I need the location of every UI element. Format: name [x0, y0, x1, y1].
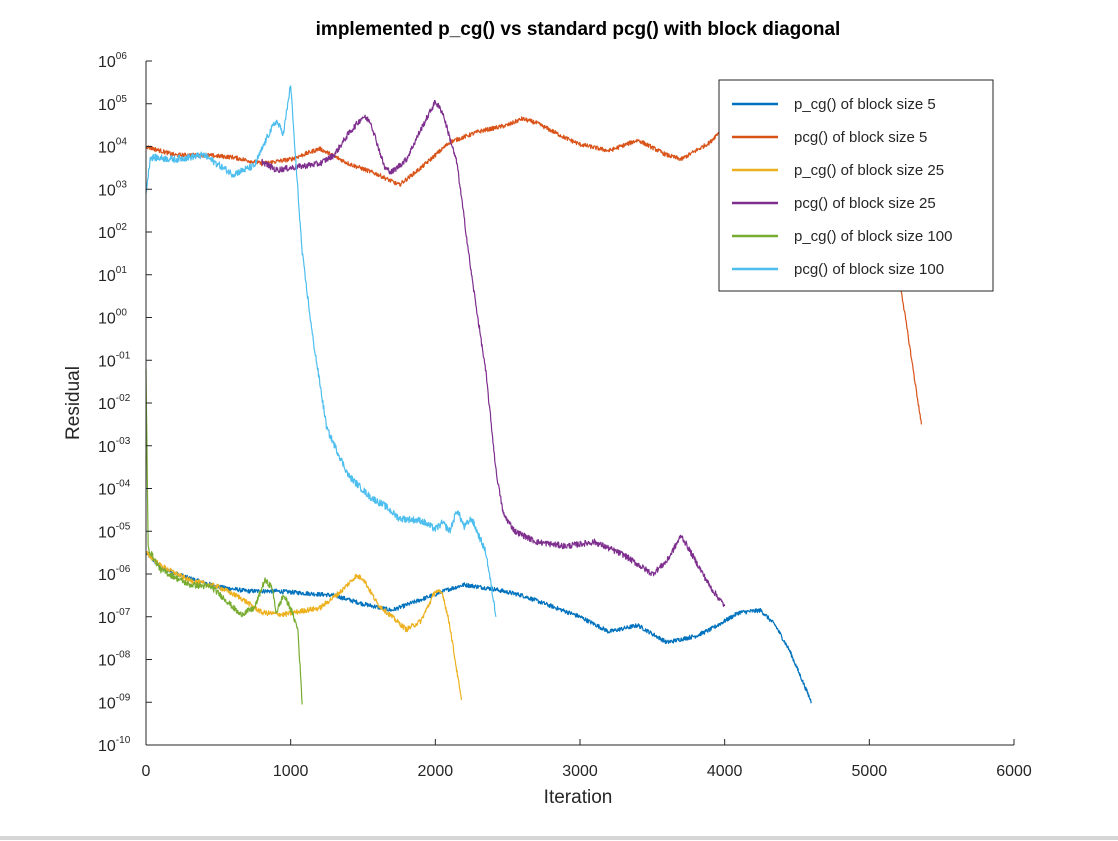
y-tick-label: 10-01 — [98, 350, 131, 370]
y-tick-label: 10-05 — [98, 521, 131, 541]
y-ticks: 10-10 10-09 10-08 10-07 10-06 10-05 10-04 10-03… — [98, 51, 152, 755]
y-tick-label: 1006 — [98, 51, 127, 71]
legend: p_cg() of block size 5 pcg() of block siz… — [718, 79, 994, 292]
y-tick-label: 10-04 — [98, 479, 131, 499]
window-bottom-edge — [0, 836, 1118, 840]
legend-label: pcg() of block size 100 — [794, 261, 944, 278]
x-tick-label: 1000 — [273, 763, 309, 780]
legend-label: p_cg() of block size 100 — [794, 228, 952, 245]
x-tick-label: 5000 — [852, 763, 888, 780]
series-line-5 — [145, 368, 303, 705]
legend-label: pcg() of block size 25 — [794, 195, 936, 212]
y-tick-label: 10-02 — [98, 393, 131, 413]
y-tick-label: 10-07 — [98, 607, 131, 627]
series-layer — [145, 85, 922, 705]
y-tick-label: 10-06 — [98, 564, 131, 584]
series-line-1 — [145, 551, 812, 704]
x-tick-label: 3000 — [562, 763, 598, 780]
x-tick-label: 2000 — [418, 763, 454, 780]
y-tick-label: 1000 — [98, 308, 127, 328]
x-ticks: 0 1000 2000 3000 4000 5000 6000 — [142, 739, 1032, 780]
y-tick-label: 1003 — [98, 179, 127, 199]
y-tick-label: 10-03 — [98, 436, 131, 456]
y-tick-label: 1001 — [98, 265, 127, 285]
series-line-6 — [145, 85, 497, 618]
x-tick-label: 6000 — [996, 763, 1032, 780]
y-tick-label: 10-08 — [98, 650, 131, 670]
y-tick-label: 1004 — [98, 137, 127, 157]
x-tick-label: 4000 — [707, 763, 743, 780]
series-line-4 — [261, 99, 726, 607]
legend-label: p_cg() of block size 5 — [794, 96, 936, 113]
x-tick-label: 0 — [142, 763, 151, 780]
series-line-3 — [145, 550, 462, 701]
y-tick-label: 1005 — [98, 94, 127, 114]
y-tick-label: 1002 — [98, 222, 127, 242]
y-axis-label: Residual — [63, 366, 84, 440]
legend-label: p_cg() of block size 25 — [794, 162, 944, 179]
chart-title: implemented p_cg() vs standard pcg() wit… — [316, 19, 841, 40]
legend-label: pcg() of block size 5 — [794, 129, 927, 146]
y-tick-label: 10-09 — [98, 692, 131, 712]
y-tick-label: 10-10 — [98, 735, 131, 755]
x-axis-label: Iteration — [544, 787, 613, 808]
legend-box — [718, 79, 994, 292]
